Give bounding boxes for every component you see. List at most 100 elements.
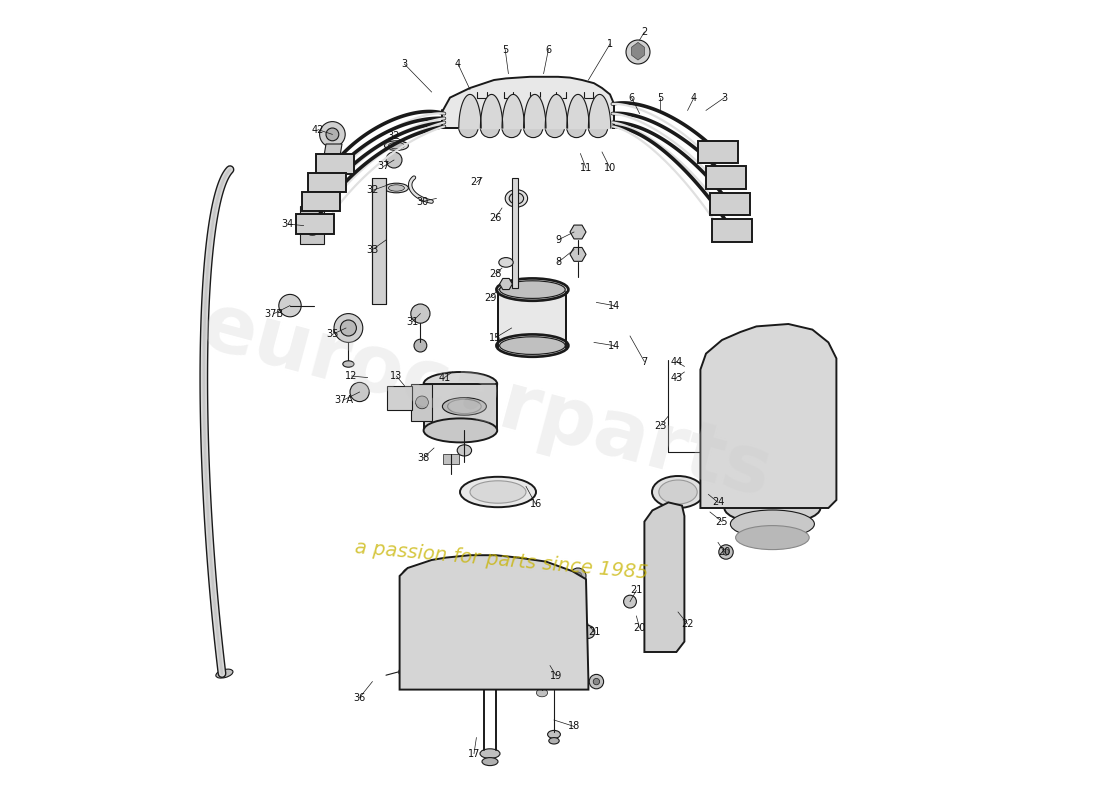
Ellipse shape xyxy=(730,510,814,538)
Text: 3: 3 xyxy=(402,59,407,69)
Ellipse shape xyxy=(498,258,514,267)
Text: 28: 28 xyxy=(490,269,502,278)
Circle shape xyxy=(593,678,600,685)
Circle shape xyxy=(278,294,301,317)
Text: 8: 8 xyxy=(554,258,561,267)
Text: 30: 30 xyxy=(416,197,428,206)
Bar xyxy=(424,384,497,430)
Circle shape xyxy=(729,157,736,163)
Text: 16: 16 xyxy=(529,499,541,509)
Circle shape xyxy=(546,118,564,138)
Circle shape xyxy=(302,216,322,235)
Ellipse shape xyxy=(384,141,408,150)
Polygon shape xyxy=(710,193,750,215)
Circle shape xyxy=(660,522,680,542)
Polygon shape xyxy=(698,141,738,163)
Text: 29: 29 xyxy=(484,293,496,302)
Ellipse shape xyxy=(499,337,565,354)
Ellipse shape xyxy=(384,183,408,193)
Text: 23: 23 xyxy=(654,421,667,430)
Text: 21: 21 xyxy=(630,586,642,595)
Circle shape xyxy=(653,634,663,643)
Ellipse shape xyxy=(509,193,524,204)
Circle shape xyxy=(320,122,345,147)
Circle shape xyxy=(334,314,363,342)
Circle shape xyxy=(314,195,326,208)
Ellipse shape xyxy=(537,689,548,697)
Polygon shape xyxy=(443,454,459,464)
Ellipse shape xyxy=(548,730,560,738)
Circle shape xyxy=(416,396,428,409)
Text: 5: 5 xyxy=(502,45,508,54)
Circle shape xyxy=(737,166,744,173)
Polygon shape xyxy=(306,198,320,206)
Text: 3: 3 xyxy=(722,93,727,102)
Ellipse shape xyxy=(496,278,569,301)
Text: 20: 20 xyxy=(718,547,730,557)
Ellipse shape xyxy=(470,481,526,503)
Circle shape xyxy=(328,158,340,170)
Text: eurocarparts: eurocarparts xyxy=(192,286,780,514)
Circle shape xyxy=(574,674,582,682)
Text: 4: 4 xyxy=(455,59,461,69)
Ellipse shape xyxy=(549,738,559,744)
Circle shape xyxy=(701,157,707,163)
Text: 6: 6 xyxy=(628,93,635,102)
Polygon shape xyxy=(570,247,586,262)
Text: 43: 43 xyxy=(670,373,682,382)
Circle shape xyxy=(711,145,725,159)
Circle shape xyxy=(715,235,722,242)
Text: 34: 34 xyxy=(282,219,294,229)
Polygon shape xyxy=(373,178,386,304)
Text: 15: 15 xyxy=(490,333,502,342)
Polygon shape xyxy=(302,192,340,211)
Circle shape xyxy=(570,670,586,686)
Polygon shape xyxy=(317,154,354,174)
Circle shape xyxy=(574,572,582,580)
Text: 14: 14 xyxy=(608,301,620,310)
Circle shape xyxy=(737,182,744,189)
Circle shape xyxy=(624,595,637,608)
Text: 10: 10 xyxy=(604,163,616,173)
Circle shape xyxy=(566,118,586,138)
Circle shape xyxy=(626,40,650,64)
Polygon shape xyxy=(442,77,614,128)
Circle shape xyxy=(715,219,722,226)
Circle shape xyxy=(406,572,414,580)
Polygon shape xyxy=(399,555,588,690)
Circle shape xyxy=(708,182,715,189)
Ellipse shape xyxy=(399,666,414,678)
Text: 37B: 37B xyxy=(264,309,284,318)
Circle shape xyxy=(713,193,718,199)
Circle shape xyxy=(666,527,674,537)
Text: 18: 18 xyxy=(568,722,580,731)
Text: 6: 6 xyxy=(546,45,551,54)
Text: 36: 36 xyxy=(353,693,365,702)
Polygon shape xyxy=(308,173,346,192)
Text: 42: 42 xyxy=(311,125,324,134)
Text: 22: 22 xyxy=(681,619,694,629)
Circle shape xyxy=(713,209,718,215)
Polygon shape xyxy=(300,206,324,244)
Circle shape xyxy=(402,568,418,584)
Circle shape xyxy=(414,339,427,352)
Circle shape xyxy=(729,141,736,147)
Polygon shape xyxy=(296,214,334,234)
Text: 1: 1 xyxy=(607,39,613,49)
Circle shape xyxy=(590,674,604,689)
Bar xyxy=(512,178,518,288)
Circle shape xyxy=(741,209,748,215)
Bar xyxy=(498,292,566,348)
Circle shape xyxy=(718,170,734,185)
Circle shape xyxy=(410,304,430,323)
Circle shape xyxy=(725,223,739,238)
Circle shape xyxy=(386,152,402,168)
Text: 27: 27 xyxy=(470,178,483,187)
Text: 37A: 37A xyxy=(334,395,353,405)
Circle shape xyxy=(648,629,668,648)
Text: 11: 11 xyxy=(580,163,592,173)
Circle shape xyxy=(481,118,499,138)
Ellipse shape xyxy=(460,477,536,507)
Text: 31: 31 xyxy=(406,317,418,326)
Ellipse shape xyxy=(728,338,816,402)
